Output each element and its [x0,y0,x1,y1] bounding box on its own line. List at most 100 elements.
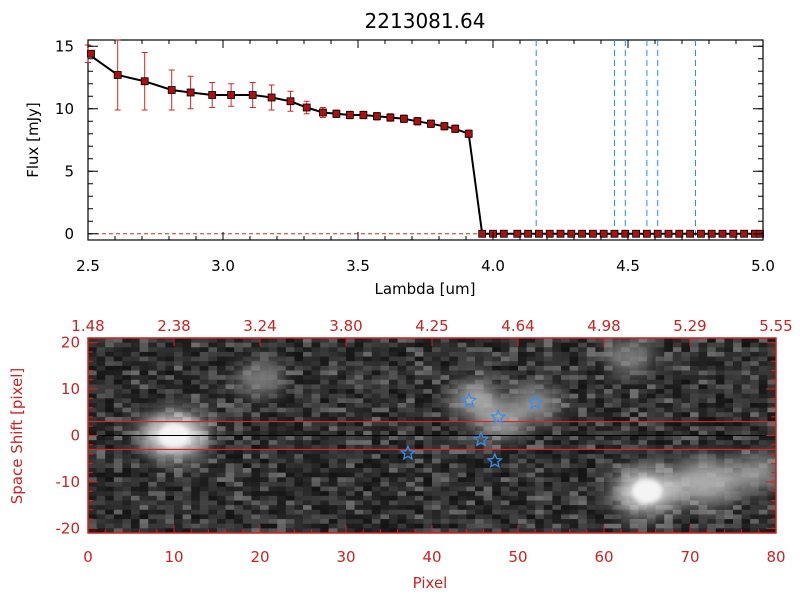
image-pixel [466,440,476,446]
image-pixel [303,449,313,455]
image-pixel [165,365,175,372]
image-pixel [363,481,373,488]
image-pixel [294,384,304,390]
image-top-wavelength-ticks: 1.48 2.38 3.24 3.80 4.25 4.64 4.98 5.29 5.55 [71,317,793,346]
image-pixel [122,458,132,464]
image-pixel [672,458,682,464]
image-pixel [466,412,476,418]
image-pixel [767,523,776,529]
image-pixel [509,379,519,386]
image-pixel [320,505,330,511]
image-pixel [612,449,622,455]
image-pixel [432,416,442,423]
image-pixel [389,472,399,478]
image-pixel [586,407,596,413]
image-pixel [277,523,287,529]
image-pixel [251,347,261,353]
image-pixel [199,356,209,362]
image-pixel [414,523,424,529]
image-pixel [242,463,252,469]
image-pixel [733,375,743,381]
image-pixel [767,361,776,367]
image-pixel [96,370,106,376]
image-pixel [277,407,287,413]
image-pixel [131,528,141,533]
image-pixel [354,338,364,344]
image-pixel [303,477,313,483]
image-pixel [698,365,708,372]
image-pixel [500,509,510,516]
image-pixel [423,435,433,441]
image-pixel [389,365,399,372]
image-pixel [389,477,399,483]
image-pixel [578,495,588,502]
image-pixel [629,509,639,516]
image-pixel [346,458,356,464]
image-pixel [457,458,467,464]
image-pixel [268,491,278,497]
image-pixel [242,403,252,409]
image-pixel [285,389,295,395]
image-pixel [380,370,390,376]
data-point [386,113,395,122]
image-pixel [277,444,287,451]
image-pixel [251,356,261,362]
image-pixel [105,370,115,376]
image-pixel [569,514,579,520]
image-pixel [337,384,347,390]
image-pixel [156,454,166,460]
image-pixel [242,514,252,520]
image-pixel [423,495,433,502]
image-pixel [303,519,313,525]
image-pixel [612,421,622,427]
image-pixel [371,379,381,386]
image-pixel [88,477,98,483]
image-pixel [733,454,743,460]
image-pixel [277,528,287,533]
image-pixel [466,361,476,367]
image-pixel [707,403,717,409]
image-pixel [518,500,528,506]
image-pixel [509,523,519,529]
image-pixel [638,514,648,520]
image-pixel [449,528,459,533]
image-pixel [629,379,639,386]
image-pixel [96,416,106,423]
image-pixel [406,361,416,367]
image-pixel [346,351,356,358]
image-pixel [647,421,657,427]
image-pixel [182,338,192,344]
image-pixel [113,519,123,525]
image-pixel [268,481,278,488]
image-pixel [199,519,209,525]
image-pixel [242,342,252,348]
image-pixel [655,389,665,395]
image-pixel [88,393,98,399]
image-pixel [758,398,768,404]
image-pixel [440,486,450,492]
image-pixel [586,384,596,390]
image-pixel [423,528,433,533]
image-pixel [260,351,270,358]
image-pixel [156,458,166,464]
image-pixel [492,468,502,474]
image-pixel [217,500,227,506]
image-pixel [105,347,115,353]
image-pixel [113,389,123,395]
image-pixel [621,468,631,474]
image-pixel [156,472,166,478]
image-pixel [698,361,708,367]
image-pixel [122,430,132,437]
image-y-axis-label: Space Shift [pixel] [8,368,26,505]
image-pixel [105,356,115,362]
image-pixel [260,463,270,469]
image-pixel [268,523,278,529]
image-pixel [432,412,442,418]
image-pixel [569,370,579,376]
image-pixel [664,449,674,455]
image-pixel [647,440,657,446]
image-pixel [483,509,493,516]
image-pixel [303,454,313,460]
image-pixel [466,365,476,372]
image-pixel [148,398,158,404]
